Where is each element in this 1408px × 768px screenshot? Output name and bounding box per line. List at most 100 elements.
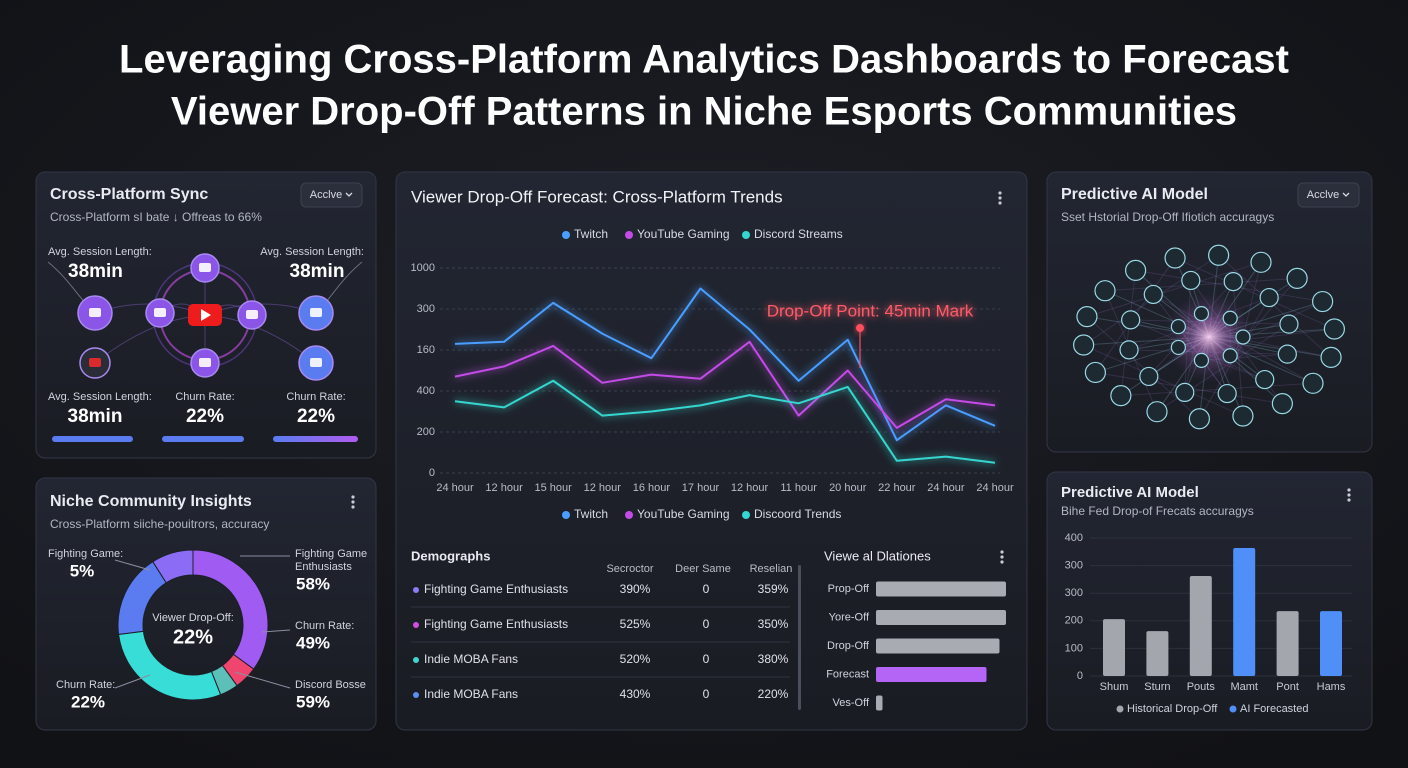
bar bbox=[1103, 619, 1125, 676]
chevron bbox=[1342, 192, 1350, 197]
network-node bbox=[1170, 339, 1186, 356]
y-tick-label: 0 bbox=[1077, 670, 1083, 682]
menu-dot[interactable] bbox=[1347, 488, 1351, 492]
donut-segment bbox=[152, 549, 194, 584]
menu-dot[interactable] bbox=[351, 495, 355, 499]
row-label: Fighting Game Enthusiasts bbox=[424, 617, 568, 631]
table-cell: 430% bbox=[620, 687, 651, 701]
x-tick-label: Hams bbox=[1317, 681, 1346, 693]
network-node bbox=[1188, 408, 1210, 430]
dropdown-label: Acclve bbox=[310, 189, 342, 201]
progress-bar bbox=[273, 436, 358, 442]
dropdown-button[interactable] bbox=[300, 182, 363, 208]
column-header: Secroctor bbox=[606, 563, 653, 575]
network-node bbox=[1125, 259, 1147, 281]
x-tick-label: Pouts bbox=[1187, 681, 1216, 693]
x-tick-label: 20 hour bbox=[829, 482, 867, 494]
y-tick-label: 300 bbox=[1065, 587, 1083, 599]
x-tick-label: Mamt bbox=[1230, 681, 1258, 693]
legend-swatch bbox=[1229, 705, 1237, 713]
network-node bbox=[1250, 251, 1272, 273]
bar bbox=[1189, 575, 1212, 676]
network-node bbox=[1164, 247, 1186, 269]
panel-title: Niche Community Insights bbox=[50, 493, 252, 510]
panel-subtitle: Cross-Platform siiche-pouitrors, accurac… bbox=[50, 517, 269, 531]
chart-subtitle: Bihe Fed Drop-of Frecats accuragys bbox=[1061, 504, 1254, 518]
panel bbox=[395, 171, 1028, 731]
network-edge bbox=[1086, 316, 1200, 420]
annotation-dot bbox=[856, 324, 864, 332]
network-edge bbox=[1083, 344, 1244, 417]
y-tick-label: 1000 bbox=[411, 262, 435, 274]
icon-glyph bbox=[154, 308, 166, 317]
network-node bbox=[1320, 346, 1342, 368]
menu-dot[interactable] bbox=[1347, 493, 1351, 497]
panel-title: Predictive AI Model bbox=[1061, 186, 1208, 203]
row-dot bbox=[413, 587, 419, 593]
x-tick-label: Sturn bbox=[1144, 681, 1170, 693]
network-node bbox=[1222, 348, 1238, 364]
callout-value: 22% bbox=[71, 692, 105, 711]
y-tick-label: 100 bbox=[1065, 642, 1083, 654]
menu-dot[interactable] bbox=[1347, 498, 1351, 502]
network-edge bbox=[1120, 270, 1137, 396]
network-node bbox=[1255, 369, 1275, 390]
x-tick-label: 17 hour bbox=[682, 482, 720, 494]
stat-label: Avg. Session Length: bbox=[48, 246, 152, 258]
network-node bbox=[1110, 385, 1132, 407]
legend-label: Discoord Trends bbox=[754, 507, 841, 521]
network-node bbox=[1222, 310, 1238, 326]
y-tick-label: 200 bbox=[1065, 615, 1083, 627]
stat-value: 22% bbox=[297, 406, 335, 427]
menu-dot[interactable] bbox=[351, 500, 355, 504]
menu-dot[interactable] bbox=[998, 191, 1002, 195]
legend-swatch bbox=[742, 511, 750, 519]
stat-label: Avg. Session Length: bbox=[48, 391, 152, 403]
bar bbox=[876, 581, 1006, 597]
legend-swatch bbox=[1116, 705, 1124, 713]
x-tick-label: 24 hour bbox=[436, 482, 474, 494]
table-cell: 525% bbox=[620, 617, 651, 631]
legend-label: YouTube Gaming bbox=[637, 227, 730, 241]
scrollbar[interactable] bbox=[798, 565, 801, 710]
network-node bbox=[1139, 366, 1159, 387]
network-edge bbox=[1174, 257, 1335, 330]
x-tick-label: 15 hour bbox=[535, 482, 573, 494]
chart-title: Predictive AI Model bbox=[1061, 484, 1199, 501]
network-node bbox=[1193, 352, 1210, 368]
network-edge bbox=[1218, 254, 1332, 358]
network-node bbox=[1277, 344, 1297, 364]
bar bbox=[1233, 548, 1256, 676]
menu-dot[interactable] bbox=[1000, 555, 1004, 559]
chevron bbox=[345, 192, 353, 197]
x-tick-label: 12 hour bbox=[584, 482, 622, 494]
network-node bbox=[1084, 361, 1106, 384]
y-tick-label: 200 bbox=[417, 426, 435, 438]
menu-dot[interactable] bbox=[998, 201, 1002, 205]
network-node bbox=[1208, 244, 1230, 266]
row-dot bbox=[413, 622, 419, 628]
network-node bbox=[1181, 270, 1201, 291]
network-node bbox=[1094, 280, 1116, 302]
dropdown-button[interactable] bbox=[1297, 182, 1360, 208]
callout-label: Churn Rate: bbox=[295, 620, 354, 632]
legend-label: Twitch bbox=[574, 507, 608, 521]
panel bbox=[35, 477, 377, 731]
leader-line bbox=[114, 559, 151, 571]
leader-line bbox=[261, 629, 291, 633]
menu-dot[interactable] bbox=[351, 505, 355, 509]
y-tick-label: Yore-Off bbox=[829, 611, 870, 623]
bar bbox=[876, 667, 987, 682]
legend-label: Discord Streams bbox=[754, 227, 843, 241]
row-label: Indie MOBA Fans bbox=[424, 687, 518, 701]
series-line bbox=[454, 379, 996, 464]
menu-dot[interactable] bbox=[998, 196, 1002, 200]
x-tick-label: Pont bbox=[1276, 681, 1299, 693]
network-node bbox=[1170, 318, 1186, 335]
legend-label: Historical Drop-Off bbox=[1127, 703, 1218, 715]
menu-dot[interactable] bbox=[1000, 560, 1004, 564]
dropdown-label: Acclve bbox=[1307, 189, 1339, 201]
progress-bar bbox=[52, 436, 133, 442]
menu-dot[interactable] bbox=[1000, 550, 1004, 554]
